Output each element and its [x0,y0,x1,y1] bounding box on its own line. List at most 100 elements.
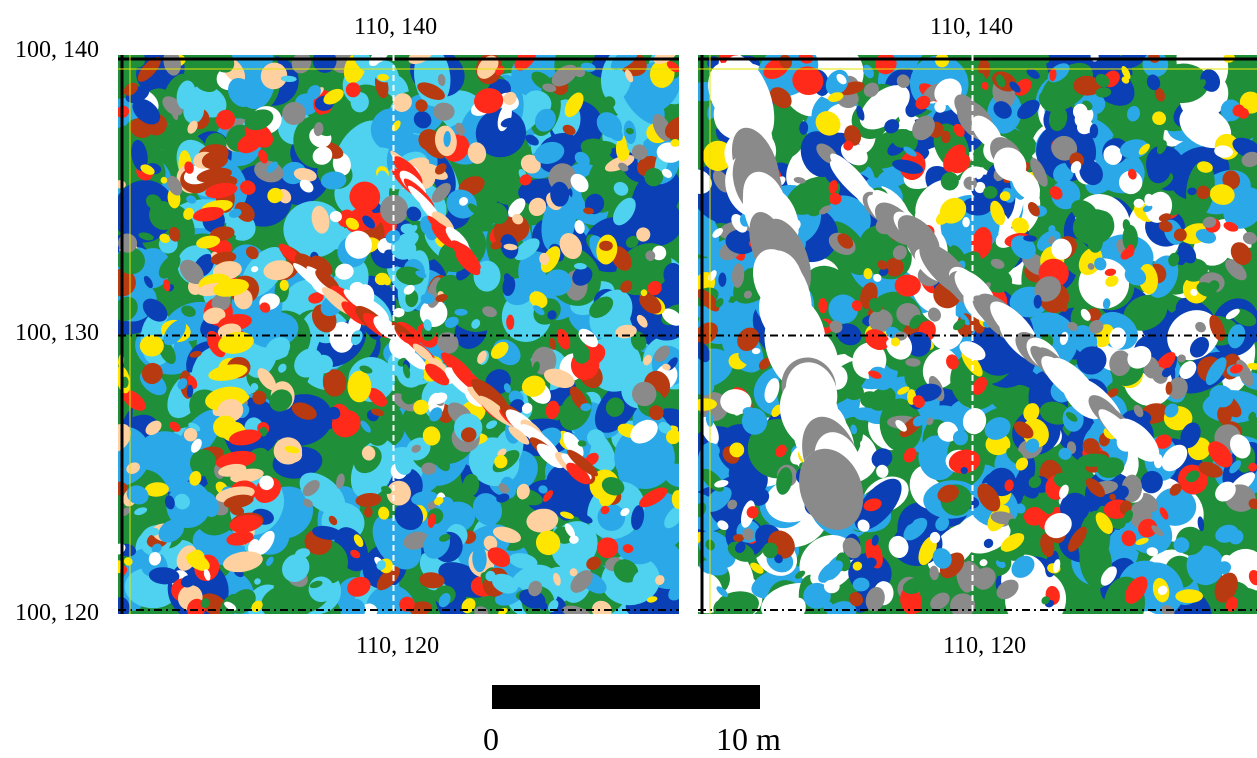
anomaly-blob [864,329,890,351]
anomaly-blob [1049,68,1057,82]
left-anomaly-map [118,55,679,614]
anomaly-blob [901,512,915,526]
anomaly-blob [615,324,637,339]
anomaly-blob [168,226,181,242]
anomaly-blob [1242,231,1257,245]
anomaly-blob [935,211,950,225]
anomaly-blob [229,589,256,614]
anomaly-blob [1173,228,1187,242]
anomaly-blob [539,252,550,266]
anomaly-blob [126,500,155,530]
anomaly-blob [613,559,639,583]
anomaly-blob [278,363,287,373]
anomaly-blob [345,217,359,230]
anomaly-blob [163,279,171,292]
anomaly-blob [829,192,842,205]
anomaly-blob [1165,381,1173,395]
anomaly-blob [1189,336,1210,358]
anomaly-blob [472,493,503,526]
anomaly-blob [508,553,538,569]
anomaly-blob [1156,63,1209,104]
anomaly-blob [282,554,310,583]
anomaly-blob [350,330,363,346]
anomaly-blob [671,490,679,509]
anomaly-blob [950,593,976,614]
anomaly-blob [589,296,614,318]
anomaly-blob [1225,596,1238,612]
anomaly-blob [1079,159,1103,186]
anomaly-blob [131,139,148,171]
anomaly-blob [439,533,451,542]
anomaly-blob [320,171,347,190]
anomaly-blob [563,431,584,459]
anomaly-blob [250,383,259,391]
anomaly-blob [717,520,729,531]
anomaly-blob [905,102,919,118]
anomaly-blob [903,447,917,463]
scale-start-label: 0 [483,721,499,757]
anomaly-blob [474,88,504,114]
anomaly-blob [663,262,679,288]
anomaly-blob [395,455,413,475]
anomaly-blob [503,243,518,251]
anomaly-blob [1023,403,1040,422]
anomaly-blob [1241,151,1257,168]
anomaly-blob [252,390,267,405]
anomaly-blob [313,122,324,137]
anomaly-blob [574,220,585,234]
anomaly-blob [1223,221,1239,232]
anomaly-blob [309,580,323,589]
anomaly-blob [1102,298,1111,310]
anomaly-blob [666,429,679,445]
anomaly-blob [549,337,556,350]
linear-feature [536,443,565,469]
anomaly-blob [491,573,518,594]
anomaly-blob [399,596,415,612]
anomaly-blob [712,228,723,238]
anomaly-blob [636,227,651,242]
anomaly-blob [189,449,217,477]
anomaly-blob [477,55,499,79]
anomaly-blob [1030,157,1048,187]
anomaly-blob [1138,518,1158,538]
anomaly-blob [542,490,554,502]
anomaly-blob [126,485,149,505]
anomaly-blob [359,365,373,374]
anomaly-blob [661,168,673,178]
anomaly-blob [871,448,893,469]
anomaly-blob [912,395,925,408]
anomaly-blob [564,523,575,538]
anomaly-blob [725,229,758,255]
anomaly-blob [1133,404,1144,418]
anomaly-blob [884,119,900,134]
anomaly-blob [975,167,985,180]
anomaly-blob [543,269,572,296]
anomaly-blob [1040,533,1055,558]
anomaly-blob [1065,411,1078,422]
anomaly-blob [1198,461,1223,478]
anomaly-blob [382,276,391,286]
anomaly-blob [538,485,548,494]
anomaly-blob [973,567,996,590]
anomaly-blob [503,91,517,105]
left-panel-top-coordinate: 110, 140 [354,14,438,40]
anomaly-blob [435,163,447,175]
anomaly-blob [1015,457,1029,471]
anomaly-blob [234,201,255,222]
anomaly-blob [604,120,623,142]
anomaly-blob [254,578,261,585]
anomaly-blob [631,381,657,407]
anomaly-blob [1154,87,1166,102]
anomaly-blob [551,64,578,87]
anomaly-blob [1157,585,1168,596]
anomaly-blob [200,598,210,609]
anomaly-blob [879,267,889,276]
anomaly-blob [604,96,616,108]
anomaly-blob [1103,145,1123,165]
anomaly-blob [1239,91,1257,114]
anomaly-blob [662,363,671,371]
anomaly-blob [415,99,428,112]
anomaly-blob [1115,485,1129,499]
anomaly-blob [487,547,511,568]
anomaly-blob [963,573,979,587]
